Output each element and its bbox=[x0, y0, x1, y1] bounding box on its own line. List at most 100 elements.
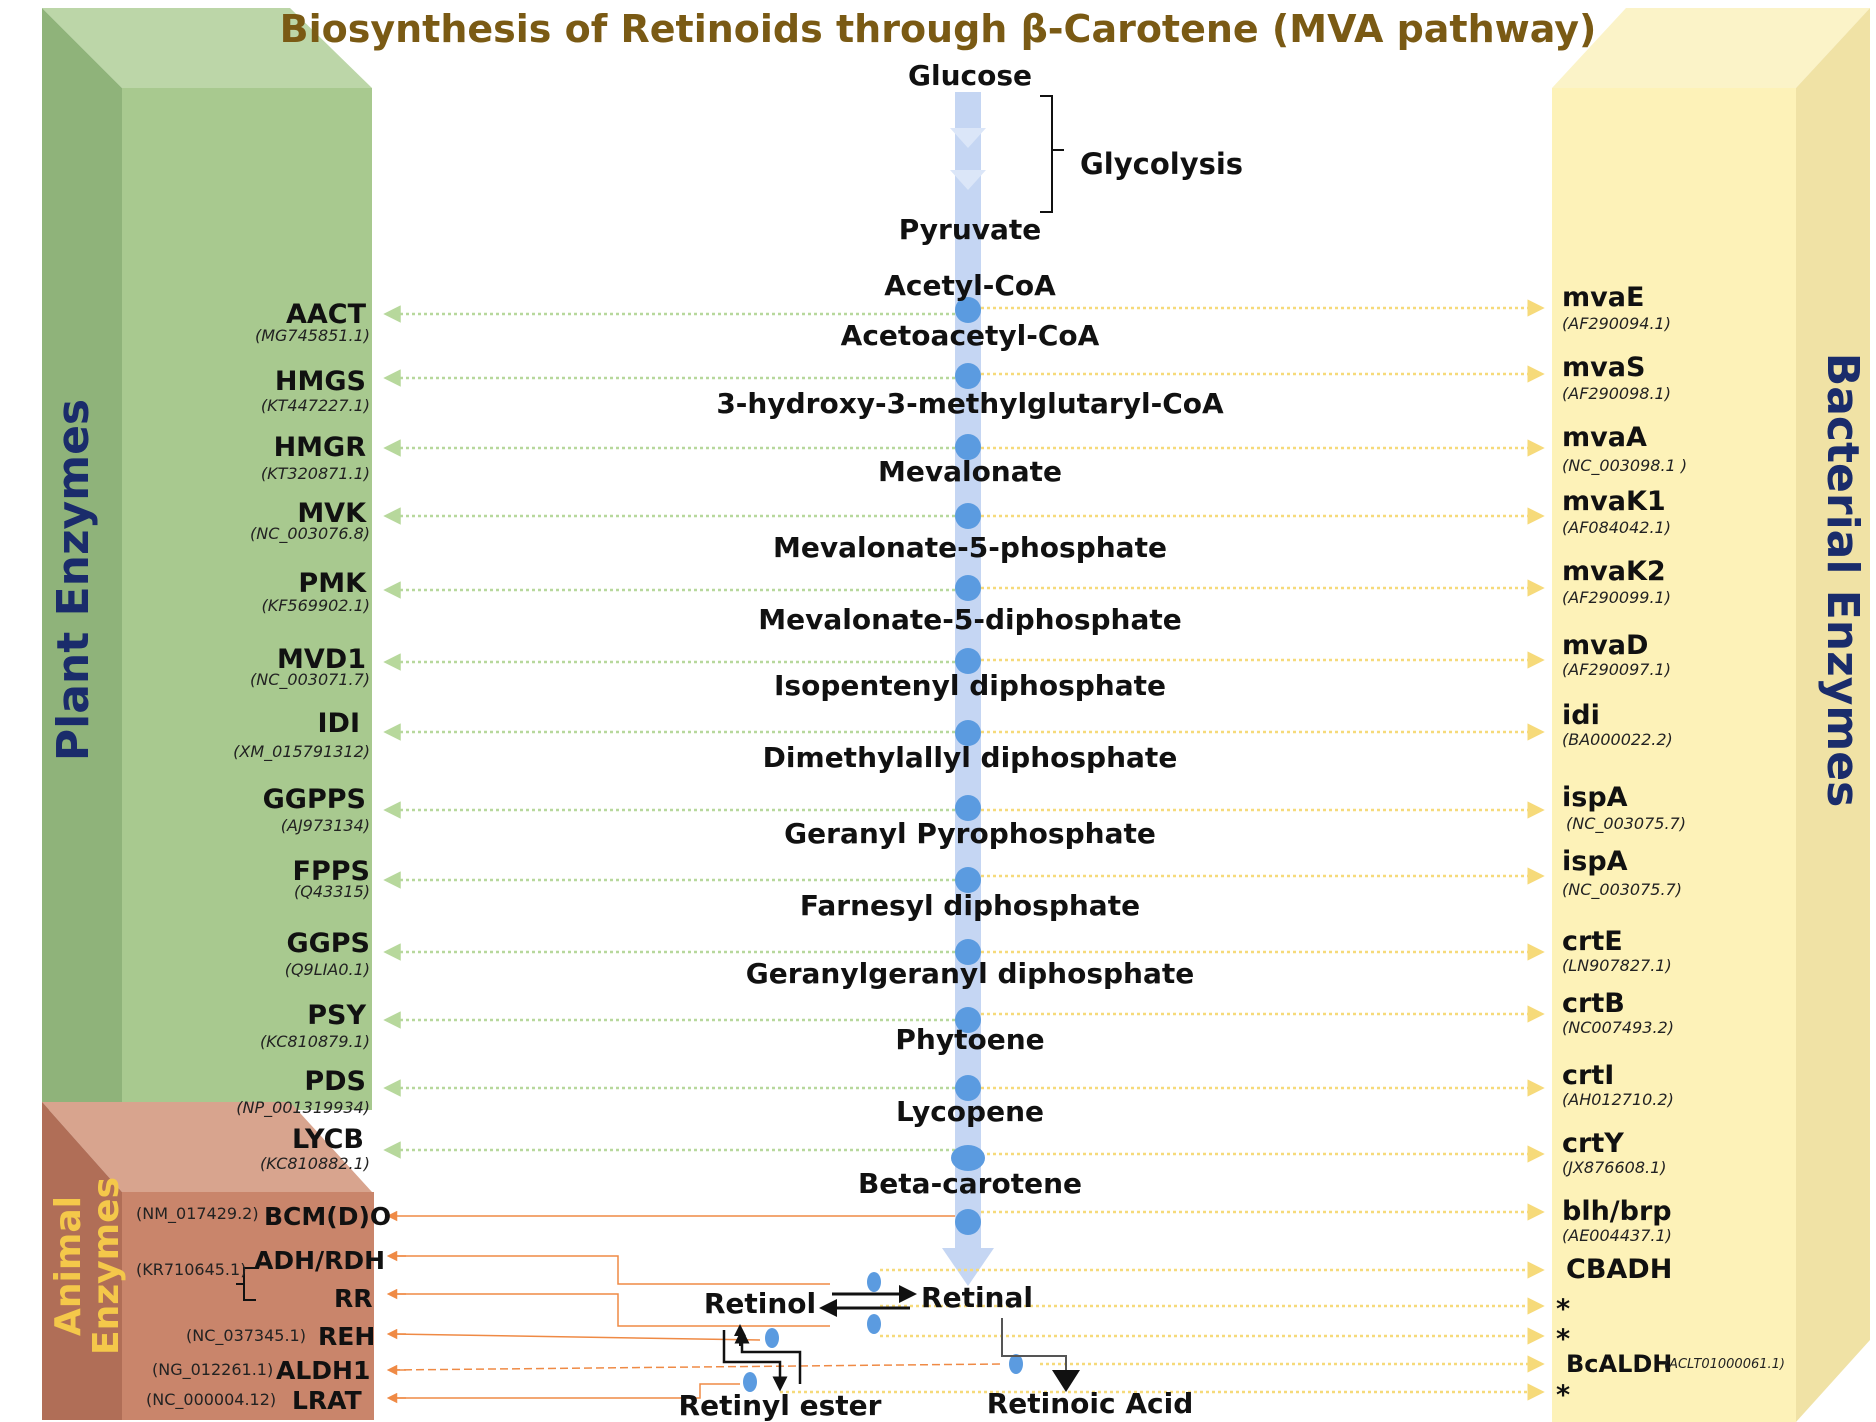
animal-enzyme-name: ALDH1 bbox=[276, 1356, 371, 1385]
animal-connectors bbox=[386, 1250, 1001, 1404]
bacterial-panel-front bbox=[1552, 88, 1796, 1422]
metabolite-acetoacetyl-coa: Acetoacetyl-CoA bbox=[840, 319, 1100, 352]
plant-enzyme-accession: (KC810879.1) bbox=[259, 1032, 370, 1051]
bacterial-enzyme-accession: (LN907827.1) bbox=[1562, 956, 1672, 975]
plant-panel bbox=[42, 8, 372, 1110]
connector-reh bbox=[391, 1333, 761, 1341]
connector-lrat bbox=[392, 1383, 740, 1399]
bacterial-panel-side bbox=[1796, 8, 1870, 1422]
plant-enzyme-name: MVD1 bbox=[277, 644, 366, 675]
metabolite-mevalonate-5-phosphate: Mevalonate-5-phosphate bbox=[773, 531, 1167, 564]
animal-enzyme-name: ADH/RDH bbox=[254, 1246, 386, 1275]
bacterial-enzyme-accession: (AF290098.1) bbox=[1562, 384, 1671, 403]
bacterial-enzyme-name: idi bbox=[1562, 700, 1600, 731]
bacterial-enzyme-name: mvaK2 bbox=[1562, 556, 1666, 587]
bacterial-enzyme-accession: (AF290094.1) bbox=[1562, 314, 1671, 333]
arrow-ester-to-retinol bbox=[734, 1328, 802, 1384]
node-dot bbox=[765, 1328, 779, 1348]
bacterial-enzyme-name: mvaS bbox=[1562, 352, 1646, 383]
bacterial-enzyme-accession: (AE004437.1) bbox=[1562, 1226, 1672, 1245]
bacterial-enzyme-accession: (AF290097.1) bbox=[1562, 660, 1671, 679]
animal-shared-accession: (KR710645.1) bbox=[136, 1260, 247, 1279]
bacterial-enzyme-accession: (AH012710.2) bbox=[1562, 1090, 1674, 1109]
bacterial-enzyme-name: mvaK1 bbox=[1562, 486, 1666, 517]
node-dot bbox=[867, 1314, 881, 1334]
metabolite-mevalonate: Mevalonate bbox=[877, 455, 1063, 488]
bacterial-enzymes-label: Bacterial Enzymes bbox=[1817, 352, 1868, 808]
plant-enzyme-name: MVK bbox=[297, 498, 366, 529]
plant-panel-front bbox=[122, 88, 372, 1110]
animal-enzyme-name: REH bbox=[318, 1322, 376, 1351]
plant-enzyme-name: PMK bbox=[298, 568, 366, 599]
plant-enzyme-name: PSY bbox=[307, 1000, 366, 1031]
arrow-retinol-to-ester bbox=[722, 1330, 788, 1392]
node-dot bbox=[955, 939, 981, 965]
plant-enzyme-accession: (Q9LIA0.1) bbox=[284, 960, 370, 979]
metabolite-beta-carotene: Beta-carotene bbox=[857, 1167, 1083, 1200]
node-dot bbox=[867, 1272, 881, 1292]
bacterial-enzyme-name: BcALDH bbox=[1566, 1350, 1673, 1378]
diagram-title: Biosynthesis of Retinoids through β-Caro… bbox=[279, 7, 1597, 51]
metabolite-geranyl-pyrophosphate: Geranyl Pyrophosphate bbox=[784, 817, 1156, 850]
bacterial-enzyme-name: crtY bbox=[1562, 1128, 1624, 1159]
bacterial-enzyme-name: ispA bbox=[1562, 782, 1628, 813]
plant-enzyme-accession: (NC_003071.7) bbox=[250, 670, 370, 689]
retinoid-retinyl-ester: Retinyl ester bbox=[678, 1389, 882, 1422]
bacterial-enzyme-name: ispA bbox=[1562, 846, 1628, 877]
connector-aldh1 bbox=[391, 1363, 1001, 1371]
node-dot bbox=[955, 1075, 981, 1101]
bacterial-enzyme-name: crtI bbox=[1562, 1060, 1615, 1091]
bacterial-enzyme-star: * bbox=[1556, 1324, 1571, 1355]
plant-panel-side bbox=[42, 8, 122, 1110]
plant-enzyme-name: GGPS bbox=[286, 928, 370, 959]
node-dot bbox=[955, 720, 981, 746]
animal-enzyme-accession: (NG_012261.1) bbox=[152, 1360, 274, 1379]
metabolite-lycopene: Lycopene bbox=[896, 1095, 1044, 1128]
animal-label-line2: Enzymes bbox=[86, 1177, 127, 1355]
retinoid-retinoic-acid: Retinoic Acid bbox=[986, 1387, 1194, 1420]
node-dot bbox=[955, 648, 981, 674]
node-dot bbox=[955, 363, 981, 389]
plant-enzyme-name: PDS bbox=[304, 1066, 366, 1097]
bacterial-enzyme-name: CBADH bbox=[1566, 1254, 1673, 1285]
animal-enzyme-accession: (NC_000004.12) bbox=[146, 1390, 277, 1409]
bacterial-enzyme-accession: (AF290099.1) bbox=[1562, 588, 1671, 607]
node-dot bbox=[955, 503, 981, 529]
bacterial-panel bbox=[1552, 8, 1870, 1422]
metabolite-farnesyl-diphosphate: Farnesyl diphosphate bbox=[799, 889, 1141, 922]
step-arrows bbox=[383, 299, 1545, 1222]
animal-panel bbox=[42, 1102, 374, 1420]
node-dot bbox=[955, 434, 981, 460]
metabolite-hmg-coa: 3-hydroxy-3-methylglutaryl-CoA bbox=[716, 387, 1224, 420]
plant-enzyme-accession: (KF569902.1) bbox=[261, 596, 370, 615]
node-dot bbox=[951, 1145, 985, 1171]
bacterial-enzyme-name: mvaD bbox=[1562, 630, 1649, 661]
bacterial-enzyme-name: crtB bbox=[1562, 988, 1625, 1019]
main-flow-arrow bbox=[942, 92, 994, 1286]
plant-enzymes-label: Plant Enzymes bbox=[48, 398, 99, 762]
plant-enzyme-accession: (NC_003076.8) bbox=[250, 524, 370, 543]
connector-adh bbox=[392, 1255, 830, 1285]
plant-enzyme-accession: (Q43315) bbox=[294, 882, 370, 901]
node-dot bbox=[955, 297, 981, 323]
bacterial-enzyme-star: * bbox=[1556, 1380, 1571, 1411]
plant-enzyme-accession: (AJ973134) bbox=[280, 816, 370, 835]
retinoid-retinol: Retinol bbox=[703, 1287, 817, 1320]
metabolite-mevalonate-5-diphosphate: Mevalonate-5-diphosphate bbox=[758, 603, 1182, 636]
node-dot bbox=[1009, 1354, 1023, 1374]
plant-enzyme-name: HMGR bbox=[273, 432, 366, 463]
retinoid-retinal: Retinal bbox=[921, 1281, 1033, 1314]
node-dot bbox=[955, 867, 981, 893]
bacterial-enzyme-accession: (BA000022.2) bbox=[1562, 730, 1673, 749]
metabolite-acetyl-coa: Acetyl-CoA bbox=[884, 269, 1056, 302]
connector-rr bbox=[392, 1293, 830, 1327]
bacterial-enzyme-name: mvaA bbox=[1562, 422, 1647, 453]
bacterial-retinoid-arrows bbox=[780, 1261, 1545, 1401]
animal-panel-top bbox=[42, 1102, 372, 1192]
glycolysis-bracket bbox=[1040, 95, 1064, 213]
node-dot bbox=[955, 795, 981, 821]
plant-enzyme-accession: (XM_015791312) bbox=[233, 742, 370, 761]
plant-enzyme-accession: (NP_001319934) bbox=[236, 1098, 370, 1117]
bacterial-enzyme-name: blh/brp bbox=[1562, 1196, 1672, 1227]
